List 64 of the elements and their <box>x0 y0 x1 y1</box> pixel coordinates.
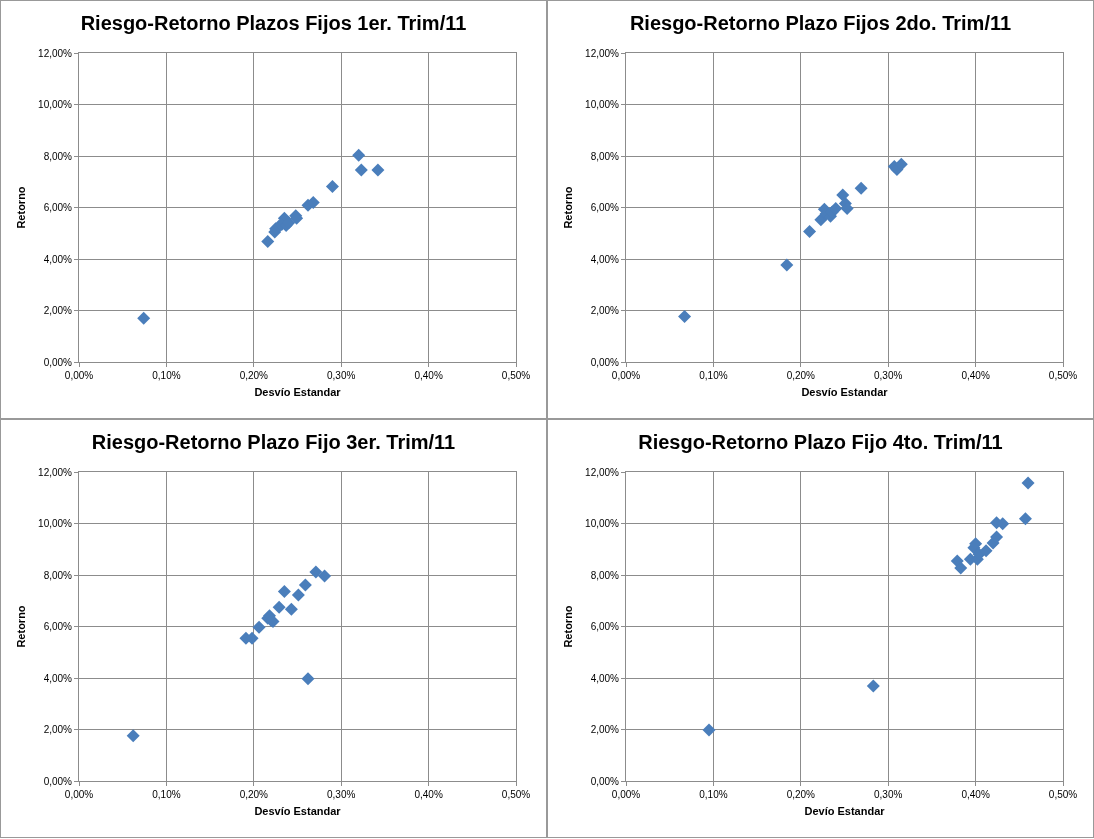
y-tick-label: 12,00% <box>38 466 73 478</box>
y-tick-label: 4,00% <box>590 253 620 265</box>
x-tick-label: 0,20% <box>786 370 816 381</box>
y-axis-title: Retorno <box>561 186 574 229</box>
x-tick-label: 0,10% <box>699 370 728 381</box>
x-tick-label: 0,40% <box>414 789 443 800</box>
x-tick-label: 0,00% <box>611 370 641 381</box>
chart-title: Riesgo-Retorno Plazo Fijos 2do. Trim/11 <box>629 11 1012 34</box>
y-tick-label: 0,00% <box>43 356 73 368</box>
x-tick-label: 0,10% <box>152 370 181 381</box>
y-axis-title: Retorno <box>14 186 27 229</box>
y-tick-label: 8,00% <box>43 569 73 581</box>
chart-title: Riesgo-Retorno Plazos Fijos 1er. Trim/11 <box>80 11 467 34</box>
y-tick-label: 10,00% <box>38 518 73 529</box>
x-tick-label: 0,30% <box>327 370 356 381</box>
y-axis-title: Retorno <box>14 605 27 648</box>
y-tick-label: 12,00% <box>38 47 73 59</box>
y-tick-label: 4,00% <box>43 253 73 265</box>
x-tick-label: 0,30% <box>874 370 903 381</box>
x-tick-label: 0,20% <box>786 789 816 800</box>
x-tick-label: 0,40% <box>961 370 990 381</box>
x-tick-label: 0,00% <box>64 370 94 381</box>
y-tick-label: 2,00% <box>43 724 73 735</box>
x-axis-title: Devío Estandar <box>804 805 886 818</box>
x-tick-label: 0,50% <box>1048 370 1078 381</box>
x-tick-label: 0,30% <box>327 789 356 800</box>
y-tick-label: 2,00% <box>590 305 620 316</box>
x-axis-title: Desvío Estandar <box>801 386 889 399</box>
y-tick-label: 10,00% <box>585 518 620 529</box>
x-tick-label: 0,00% <box>611 789 641 800</box>
y-axis-title: Retorno <box>561 605 574 648</box>
x-tick-label: 0,50% <box>501 789 531 800</box>
chart-title: Riesgo-Retorno Plazo Fijo 4to. Trim/11 <box>638 430 1003 453</box>
y-tick-label: 12,00% <box>585 466 620 478</box>
x-tick-label: 0,20% <box>239 789 269 800</box>
y-tick-label: 10,00% <box>38 99 73 110</box>
y-tick-label: 8,00% <box>590 150 620 162</box>
y-tick-label: 6,00% <box>590 202 620 213</box>
y-tick-label: 2,00% <box>590 724 620 735</box>
x-tick-label: 0,30% <box>874 789 903 800</box>
x-axis-title: Desvío Estandar <box>254 386 342 399</box>
y-tick-label: 12,00% <box>585 47 620 59</box>
x-tick-label: 0,20% <box>239 370 269 381</box>
y-tick-label: 0,00% <box>590 356 620 368</box>
y-tick-label: 6,00% <box>43 621 73 632</box>
y-tick-label: 0,00% <box>43 775 73 787</box>
x-tick-label: 0,50% <box>501 370 531 381</box>
chart-title: Riesgo-Retorno Plazo Fijo 3er. Trim/11 <box>91 430 456 453</box>
x-tick-label: 0,10% <box>152 789 181 800</box>
x-tick-label: 0,10% <box>699 789 728 800</box>
y-tick-label: 8,00% <box>43 150 73 162</box>
x-tick-label: 0,40% <box>961 789 990 800</box>
y-tick-label: 8,00% <box>590 569 620 581</box>
y-tick-label: 0,00% <box>590 775 620 787</box>
x-tick-label: 0,50% <box>1048 789 1078 800</box>
y-tick-label: 2,00% <box>43 305 73 316</box>
y-tick-label: 6,00% <box>43 202 73 213</box>
y-tick-label: 4,00% <box>43 672 73 684</box>
y-tick-label: 6,00% <box>590 621 620 632</box>
y-tick-label: 4,00% <box>590 672 620 684</box>
x-axis-title: Desvío Estandar <box>254 805 342 818</box>
x-tick-label: 0,00% <box>64 789 94 800</box>
y-tick-label: 10,00% <box>585 99 620 110</box>
x-tick-label: 0,40% <box>414 370 443 381</box>
